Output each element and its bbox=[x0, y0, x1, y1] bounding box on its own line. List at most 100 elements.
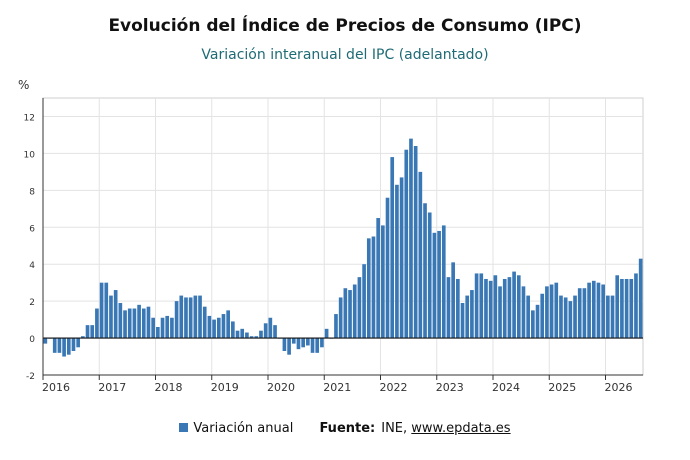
bar bbox=[474, 273, 479, 339]
y-tick-label: 12 bbox=[24, 113, 35, 123]
bar bbox=[535, 304, 540, 339]
bar bbox=[577, 288, 582, 339]
bar bbox=[62, 338, 66, 357]
bar bbox=[441, 225, 446, 339]
bar bbox=[324, 328, 329, 339]
chart-svg: % -2 0 2 4 6 8 10 12 2016 2017 2018 2019 2020 2021 202… bbox=[18, 78, 644, 394]
bar bbox=[418, 171, 423, 339]
bar bbox=[254, 336, 259, 339]
bar bbox=[437, 230, 441, 339]
bar bbox=[240, 328, 245, 339]
x-tick-label: 2020 bbox=[267, 381, 295, 394]
bar bbox=[338, 297, 343, 339]
bar bbox=[488, 280, 493, 339]
bar bbox=[596, 282, 601, 339]
bar bbox=[568, 301, 573, 339]
bar bbox=[427, 212, 432, 339]
bar bbox=[348, 290, 352, 339]
bar bbox=[231, 321, 235, 339]
y-tick-label: 8 bbox=[29, 187, 35, 197]
bar bbox=[202, 306, 207, 339]
bar bbox=[263, 323, 268, 339]
bar bbox=[146, 306, 151, 339]
bar bbox=[423, 203, 427, 339]
bar bbox=[381, 225, 385, 339]
bar bbox=[315, 338, 320, 353]
bar bbox=[43, 338, 48, 344]
bar bbox=[310, 338, 315, 353]
bar bbox=[235, 330, 240, 339]
bar bbox=[198, 295, 202, 339]
bar bbox=[216, 317, 221, 339]
x-tick-label: 2021 bbox=[323, 381, 351, 394]
bar bbox=[507, 277, 512, 339]
bar bbox=[399, 177, 404, 339]
bar bbox=[451, 262, 455, 339]
source-note: Fuente: INE, www.epdata.es bbox=[319, 421, 510, 436]
bar bbox=[446, 277, 451, 339]
bar bbox=[291, 338, 296, 344]
x-tick-label: 2016 bbox=[42, 381, 70, 394]
bar bbox=[301, 338, 305, 348]
bar bbox=[66, 338, 71, 355]
bar bbox=[390, 157, 395, 339]
bar bbox=[526, 295, 530, 339]
chart-legend: Variación anual Fuente: INE, www.epdata.e… bbox=[0, 421, 690, 436]
bar bbox=[634, 273, 638, 339]
bar bbox=[245, 332, 249, 339]
bar bbox=[516, 275, 521, 339]
bar bbox=[273, 325, 277, 339]
bar bbox=[137, 304, 141, 339]
bar bbox=[249, 336, 254, 339]
y-tick-label: 2 bbox=[29, 298, 35, 308]
source-link[interactable]: www.epdata.es bbox=[411, 421, 511, 436]
bar bbox=[615, 275, 620, 339]
bar bbox=[109, 295, 113, 339]
bar bbox=[484, 278, 488, 339]
bar bbox=[549, 284, 554, 339]
source-label: Fuente: bbox=[319, 421, 376, 436]
bar bbox=[221, 314, 226, 339]
x-tick-label: 2026 bbox=[605, 381, 633, 394]
plot-area: -2 0 2 4 6 8 10 12 2016 2017 2018 2019 2020 2021 2022 2… bbox=[24, 97, 644, 394]
bar bbox=[432, 232, 437, 339]
bar bbox=[573, 295, 577, 339]
bar bbox=[132, 308, 137, 339]
y-tick-label: 4 bbox=[29, 261, 35, 271]
bar bbox=[113, 290, 118, 339]
x-tick-label: 2025 bbox=[548, 381, 576, 394]
bar bbox=[465, 295, 470, 339]
bar bbox=[170, 317, 174, 339]
bar bbox=[90, 325, 95, 339]
bar bbox=[512, 271, 516, 339]
x-tick-label: 2017 bbox=[98, 381, 126, 394]
bar bbox=[268, 317, 273, 339]
bar bbox=[620, 278, 624, 339]
bar bbox=[531, 310, 535, 339]
x-tick-label: 2024 bbox=[492, 381, 520, 394]
bar bbox=[57, 338, 62, 353]
bar bbox=[456, 278, 460, 339]
bar bbox=[207, 315, 212, 339]
bar bbox=[118, 302, 123, 339]
legend-item-variacion-anual[interactable]: Variación anual bbox=[179, 421, 293, 436]
bar bbox=[479, 273, 484, 339]
bar bbox=[371, 236, 376, 339]
bar bbox=[320, 338, 324, 348]
bar bbox=[385, 197, 390, 339]
bar bbox=[81, 336, 85, 339]
bar bbox=[85, 325, 90, 339]
bar bbox=[362, 264, 366, 339]
bar bbox=[188, 297, 193, 339]
bar bbox=[282, 338, 287, 351]
bar bbox=[212, 319, 216, 339]
legend-swatch bbox=[179, 423, 189, 432]
bar bbox=[52, 338, 57, 353]
bar bbox=[638, 258, 643, 339]
bar bbox=[179, 295, 184, 339]
bar bbox=[127, 308, 132, 339]
x-tick-label: 2023 bbox=[436, 381, 464, 394]
bar bbox=[95, 308, 99, 339]
bar bbox=[470, 290, 474, 339]
bar bbox=[306, 338, 310, 346]
